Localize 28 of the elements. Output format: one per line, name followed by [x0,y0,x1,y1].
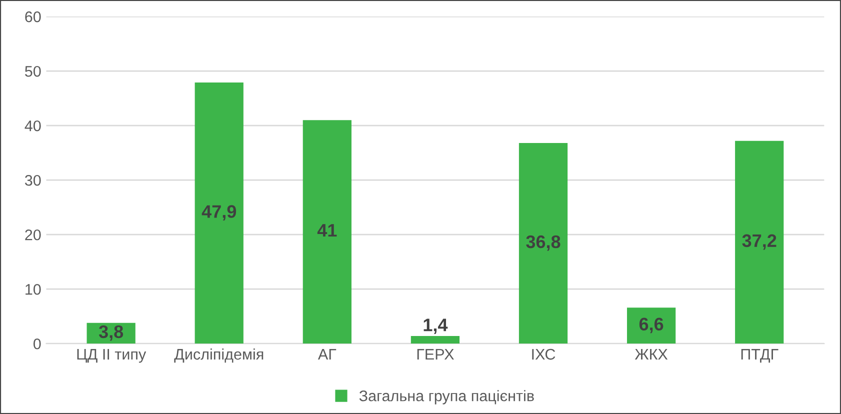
x-tick-label: ГЕРХ [417,349,454,360]
y-tick-label: 40 [24,120,41,132]
x-tick-label: ЖКХ [634,349,668,360]
y-tick-label: 60 [25,11,41,22]
data-label: 3,8 [98,325,124,341]
y-tick-label: 10 [26,284,41,295]
bar [410,336,460,344]
x-tick-label: ІХС [532,348,556,360]
data-label: 47,9 [202,205,236,221]
bar [735,140,784,344]
data-label: 37,2 [742,234,776,250]
data-label: 1,4 [424,318,448,334]
y-tick-label: 0 [33,338,41,350]
x-tick-label: ПТДГ [741,349,778,363]
data-label: 36,8 [526,235,560,251]
bar [194,82,244,344]
x-tick-label: Дисліпідемія [174,348,264,363]
y-tick-label: 20 [25,229,41,240]
bar [302,120,352,344]
legend-label: Загальна група пацієнтів [359,390,534,404]
y-tick-label: 50 [25,66,41,77]
bar [627,308,676,344]
y-tick-label: 30 [24,174,41,186]
bar [518,143,568,344]
x-tick-label: ЦД ІІ типу [77,349,146,363]
data-label: 41 [317,224,337,237]
x-tick-label: АГ [318,349,336,360]
data-label: 6,6 [639,318,664,334]
